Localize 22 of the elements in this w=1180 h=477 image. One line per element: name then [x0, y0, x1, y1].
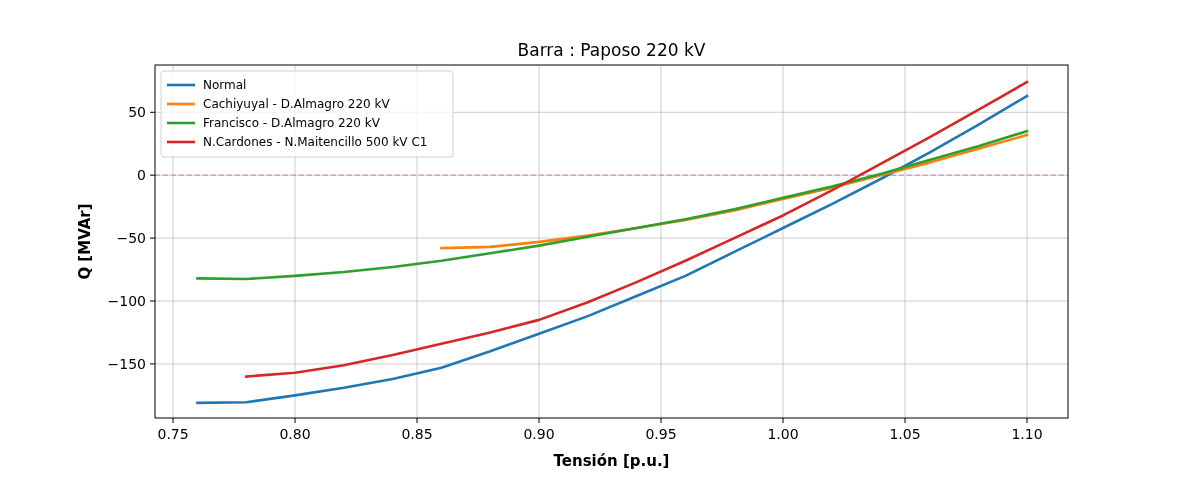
legend-label: Normal	[203, 78, 247, 93]
x-tick-label: 1.00	[767, 426, 799, 442]
x-tick-label: 0.80	[279, 426, 311, 442]
y-tick-label: −100	[107, 292, 146, 309]
y-tick-label: −50	[116, 230, 146, 246]
x-tick-label: 1.10	[1011, 426, 1043, 442]
y-axis-title: Q [MVAr]	[76, 203, 94, 280]
chart-title: Barra : Paposo 220 kV	[517, 40, 706, 60]
legend-label: N.Cardones - N.Maitencillo 500 kV C1	[203, 135, 428, 150]
line-series	[196, 94, 1029, 405]
line-series	[196, 129, 1029, 281]
x-tick-label: 0.75	[157, 426, 189, 442]
legend-label: Cachiyuyal - D.Almagro 220 kV	[203, 97, 391, 112]
x-tick-label: 0.95	[645, 426, 677, 442]
x-axis-title: Tensión [p.u.]	[553, 452, 670, 470]
legend-label: Francisco - D.Almagro 220 kV	[203, 116, 381, 131]
y-tick-label: 0	[137, 167, 146, 184]
y-tick-label: 50	[128, 104, 146, 121]
x-tick-label: 1.05	[889, 426, 921, 442]
x-tick-label: 0.90	[523, 426, 555, 442]
y-tick-label: −150	[107, 355, 146, 372]
x-tick-label: 0.85	[401, 426, 433, 442]
